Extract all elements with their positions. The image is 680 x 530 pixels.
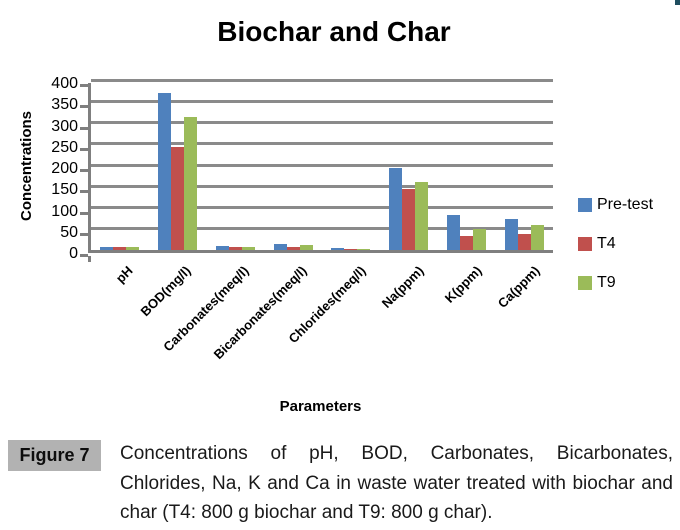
plot-area <box>88 78 553 253</box>
bar-t9-ph <box>126 247 140 250</box>
figure-caption-text: Concentrations of pH, BOD, Carbonates, B… <box>120 443 673 523</box>
bar-t4-bod-mg-l <box>171 146 185 250</box>
bar-t4-na-ppm <box>402 188 416 250</box>
y-tick-label-50: 50 <box>60 223 78 241</box>
x-axis-label-ca-ppm: Ca(ppm) <box>494 263 543 311</box>
bar-group-na-ppm <box>380 83 438 250</box>
y-tick-mark-250 <box>80 147 88 151</box>
bar-t9-carbonates-meq-l <box>241 247 255 250</box>
bar-t9-ca-ppm <box>530 224 544 250</box>
bar-t9-bicarbonates-meq-l <box>299 245 313 250</box>
gridline-200 <box>91 163 553 167</box>
legend-item-t9: T9 <box>578 274 653 292</box>
legend-label-t4: T4 <box>597 235 616 252</box>
y-tick-label-150: 150 <box>51 181 78 199</box>
bar-t4-chlorides-meq-l <box>344 248 358 250</box>
bar-pre-test-ca-ppm <box>504 218 518 250</box>
y-tick-label-300: 300 <box>51 117 78 135</box>
legend-swatch-t9 <box>578 276 592 290</box>
y-tick-mark-400 <box>80 84 88 87</box>
bar-pre-test-bicarbonates-meq-l <box>273 244 287 250</box>
legend-swatch-pre-test <box>578 198 592 212</box>
legend-swatch-t4 <box>578 237 592 251</box>
bar-pre-test-k-ppm <box>446 214 460 250</box>
bar-pre-test-bod-mg-l <box>158 92 172 250</box>
y-tick-label-100: 100 <box>51 202 78 220</box>
y-tick-label-200: 200 <box>51 160 78 177</box>
y-tick-label-250: 250 <box>51 138 78 156</box>
bar-t9-bod-mg-l <box>184 117 198 250</box>
bar-pre-test-carbonates-meq-l <box>215 246 229 250</box>
bar-pre-test-na-ppm <box>389 168 403 250</box>
bar-t9-k-ppm <box>472 229 486 250</box>
bar-t4-ph <box>113 247 127 250</box>
legend-label-t9: T9 <box>597 274 616 291</box>
page-corner-mark <box>675 0 680 5</box>
bar-t4-k-ppm <box>459 235 473 250</box>
bar-group-bicarbonates-meq-l <box>264 83 322 250</box>
bar-pre-test-chlorides-meq-l <box>331 247 345 250</box>
y-tick-mark-200 <box>80 169 88 172</box>
y-tick-mark-100 <box>80 211 88 215</box>
chart-title: Biochar and Char <box>217 16 451 47</box>
bar-t4-ca-ppm <box>517 234 531 250</box>
gridline-300 <box>91 121 553 124</box>
legend-item-pre-test: Pre-test <box>578 196 653 214</box>
figure-label: Figure 7 <box>8 440 101 471</box>
x-axis-title: Parameters <box>279 398 362 415</box>
bar-t4-bicarbonates-meq-l <box>286 246 300 250</box>
y-tick-mark-0 <box>80 254 88 257</box>
bar-t4-carbonates-meq-l <box>228 247 242 250</box>
legend-label-pre-test: Pre-test <box>597 196 654 213</box>
y-tick-mark-350 <box>80 105 88 109</box>
y-tick-mark-50 <box>80 232 88 236</box>
bar-t9-na-ppm <box>415 181 429 250</box>
y-tick-mark-300 <box>80 126 88 130</box>
bar-group-chlorides-meq-l <box>322 83 380 250</box>
y-tick-label-350: 350 <box>51 96 78 114</box>
bar-pre-test-ph <box>100 246 114 250</box>
bar-group-k-ppm <box>438 83 496 250</box>
bar-groups <box>91 83 553 250</box>
gridline-350 <box>91 99 553 103</box>
bar-group-carbonates-meq-l <box>207 83 265 250</box>
y-tick-label-0: 0 <box>69 245 78 262</box>
x-axis-label-chlorides-meq-l: Chlorides(meq/l) <box>285 263 369 347</box>
gridline-400 <box>91 78 553 82</box>
gridline-100 <box>91 206 553 209</box>
bar-group-ca-ppm <box>495 83 553 250</box>
x-axis-label-bicarbonates-meq-l: Bicarbonates(meq/l) <box>211 263 311 362</box>
legend-item-t4: T4 <box>578 235 653 253</box>
gridline-50 <box>91 227 553 231</box>
gridline-250 <box>91 142 553 146</box>
bar-group-bod-mg-l <box>149 83 207 250</box>
chart-legend: Pre-test T4 T9 <box>578 196 653 292</box>
bar-t9-chlorides-meq-l <box>357 249 371 250</box>
bar-group-ph <box>91 83 149 250</box>
y-tick-label-400: 400 <box>51 75 78 92</box>
x-axis-tick-mark <box>88 256 91 262</box>
gridline-150 <box>91 184 553 188</box>
y-tick-mark-150 <box>80 190 88 194</box>
